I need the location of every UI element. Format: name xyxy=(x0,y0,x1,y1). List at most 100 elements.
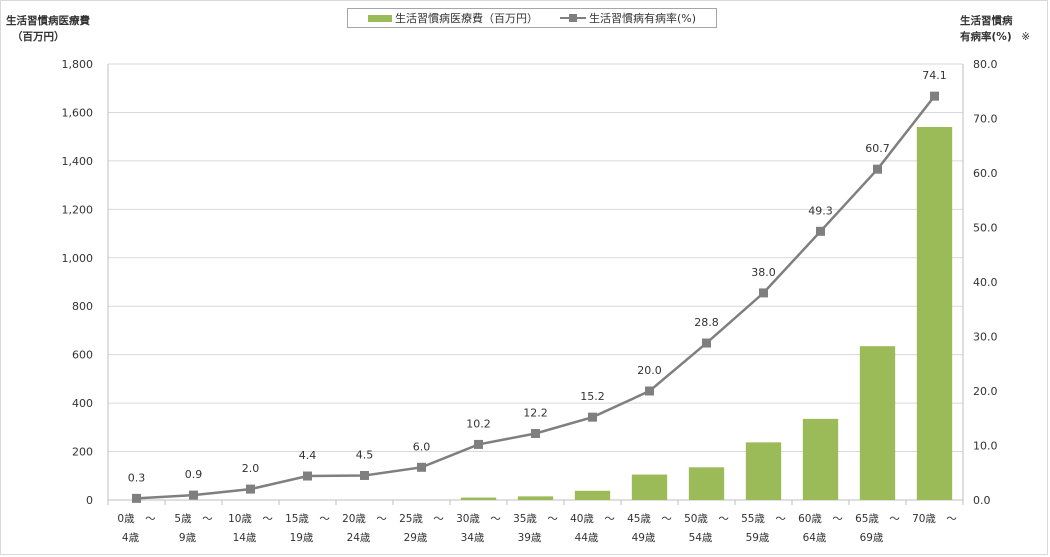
right-axis-title-line2: 有病率(%) xyxy=(960,31,1012,43)
bar xyxy=(802,418,839,500)
left-tick-label: 400 xyxy=(72,397,93,410)
right-axis-title-line1: 生活習慣病 xyxy=(960,15,1013,27)
left-tick-label: 1,000 xyxy=(62,252,94,265)
data-label: 0.3 xyxy=(128,471,146,484)
x-tick-label: 64歳 xyxy=(803,532,827,544)
x-tick-label: 34歳 xyxy=(461,532,485,544)
bar xyxy=(688,467,725,500)
data-label: 2.0 xyxy=(242,462,260,475)
left-tick-label: 1,200 xyxy=(62,203,94,216)
x-tick-label: 54歳 xyxy=(689,532,713,544)
right-axis-title: 生活習慣病 有病率(%) ※ xyxy=(960,13,1030,45)
x-tick-label: 59歳 xyxy=(746,532,770,544)
line-marker xyxy=(189,490,198,500)
x-tick-label: 44歳 xyxy=(575,532,599,544)
legend-bar-label: 生活習慣病医療費（百万円） xyxy=(395,12,538,25)
x-tick-label: 50歳 ～ xyxy=(684,513,729,525)
bar xyxy=(460,497,497,500)
right-tick-label: 70.0 xyxy=(973,113,998,126)
legend-bar-swatch xyxy=(368,14,392,22)
legend-item-bar: 生活習慣病医療費（百万円） xyxy=(368,10,538,26)
data-label: 4.5 xyxy=(356,448,374,461)
left-tick-label: 200 xyxy=(72,446,93,459)
left-axis-title: 生活習慣病医療費 （百万円） xyxy=(6,13,90,45)
x-tick-label: 45歳 ～ xyxy=(627,513,672,525)
data-label: 20.0 xyxy=(637,364,662,377)
legend: 生活習慣病医療費（百万円） 生活習慣病有病率(%) xyxy=(347,8,717,28)
line-marker xyxy=(759,288,768,298)
x-tick-label: 60歳 ～ xyxy=(798,513,843,525)
data-label: 12.2 xyxy=(523,407,548,420)
line-marker xyxy=(930,91,939,101)
left-tick-label: 1,400 xyxy=(62,155,94,168)
data-label: 4.4 xyxy=(299,449,317,462)
x-tick-label: 0歳 ～ xyxy=(117,513,156,525)
x-tick-label: 25歳 ～ xyxy=(399,513,444,525)
x-tick-label: 4歳 xyxy=(122,532,140,544)
right-tick-label: 10.0 xyxy=(973,440,998,453)
data-label: 6.0 xyxy=(413,440,431,453)
x-tick-label: 20歳 ～ xyxy=(342,513,387,525)
left-tick-label: 1,800 xyxy=(62,58,94,71)
line-marker xyxy=(303,471,312,481)
line-marker xyxy=(645,386,654,396)
x-tick-label: 15歳 ～ xyxy=(285,513,330,525)
x-tick-label: 5歳 ～ xyxy=(174,513,213,525)
x-tick-label: 29歳 xyxy=(404,532,428,544)
bar xyxy=(517,496,554,500)
x-tick-label: 65歳 ～ xyxy=(855,513,900,525)
data-label: 49.3 xyxy=(808,204,833,217)
right-tick-label: 60.0 xyxy=(973,167,998,180)
x-tick-label: 10歳 ～ xyxy=(228,513,273,525)
x-tick-label: 70歳 ～ xyxy=(912,513,957,525)
data-label: 74.1 xyxy=(922,69,947,82)
left-tick-label: 0 xyxy=(86,494,93,507)
bar xyxy=(631,474,668,500)
x-tick-label: 35歳 ～ xyxy=(513,513,558,525)
bar xyxy=(574,490,611,500)
note-mark: ※ xyxy=(1021,31,1031,43)
left-axis-title-line1: 生活習慣病医療費 xyxy=(6,15,90,27)
x-tick-label: 9歳 xyxy=(179,532,197,544)
line-marker xyxy=(360,470,369,480)
x-tick-label: 40歳 ～ xyxy=(570,513,615,525)
data-label: 0.9 xyxy=(185,468,203,481)
data-label: 28.8 xyxy=(694,316,719,329)
x-tick-label: 30歳 ～ xyxy=(456,513,501,525)
line-marker xyxy=(873,164,882,174)
right-tick-label: 30.0 xyxy=(973,331,998,344)
legend-line-label: 生活習慣病有病率(%) xyxy=(589,12,697,25)
left-axis-title-line2: （百万円） xyxy=(12,31,65,43)
line-marker xyxy=(816,226,825,236)
right-tick-label: 0.0 xyxy=(973,494,991,507)
x-tick-label: 49歳 xyxy=(632,532,656,544)
x-tick-label: 24歳 xyxy=(347,532,371,544)
line-marker xyxy=(588,412,597,422)
line-marker xyxy=(474,439,483,449)
bar xyxy=(745,442,782,500)
left-tick-label: 800 xyxy=(72,300,93,313)
line-marker xyxy=(132,493,141,503)
x-tick-label: 55歳 ～ xyxy=(741,513,786,525)
x-tick-label: 14歳 xyxy=(233,532,257,544)
legend-line-swatch xyxy=(560,13,586,23)
x-tick-label: 19歳 xyxy=(290,532,314,544)
data-label: 38.0 xyxy=(751,266,776,279)
right-tick-label: 50.0 xyxy=(973,222,998,235)
x-tick-label: 39歳 xyxy=(518,532,542,544)
line-marker xyxy=(702,338,711,348)
right-tick-label: 40.0 xyxy=(973,276,998,289)
legend-item-line: 生活習慣病有病率(%) xyxy=(560,10,696,26)
left-tick-label: 600 xyxy=(72,349,93,362)
line-marker xyxy=(246,484,255,494)
line-marker xyxy=(417,462,426,472)
bar xyxy=(859,346,896,500)
bar xyxy=(916,126,953,500)
data-label: 15.2 xyxy=(580,390,605,403)
right-tick-label: 80.0 xyxy=(973,58,998,71)
left-tick-label: 1,600 xyxy=(62,106,94,119)
line-marker xyxy=(531,429,540,439)
x-tick-label: 69歳 xyxy=(860,532,884,544)
